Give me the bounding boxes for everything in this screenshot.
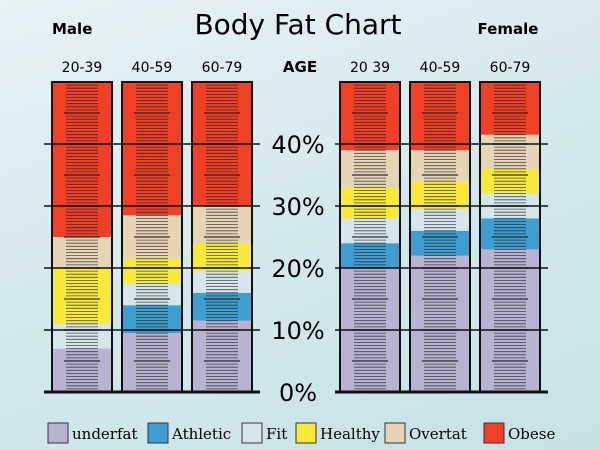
age-header: AGE xyxy=(283,58,317,76)
bar-male-2 xyxy=(121,81,183,393)
legend-label: Healthy xyxy=(320,425,380,443)
y-tick-labels: 0% 10% 20% 30% 40% xyxy=(271,131,324,407)
legend-item-athletic: Athletic xyxy=(147,422,231,444)
segment-overweight xyxy=(480,134,540,169)
y-tick-label: 20% xyxy=(271,255,324,283)
legend-label: Fit xyxy=(266,425,287,443)
legend-swatch xyxy=(47,422,69,444)
y-tick-label: 40% xyxy=(271,131,324,159)
bar-female-3 xyxy=(479,81,541,393)
chart-title: Body Fat Chart xyxy=(194,8,401,41)
legend-item-underfat: underfat xyxy=(47,422,138,444)
bars-layer xyxy=(51,81,541,393)
age-label: 20-39 xyxy=(62,60,103,76)
bar-hash-marks xyxy=(492,84,528,390)
legend-item-obese: Obese xyxy=(483,422,555,444)
segment-healthy xyxy=(192,243,252,272)
segment-obese xyxy=(122,82,182,216)
age-label: 60-79 xyxy=(490,60,531,76)
bar-hash-marks xyxy=(352,84,388,390)
grid-layer xyxy=(44,143,548,394)
y-tick-label: 10% xyxy=(271,317,324,345)
bar-male-3 xyxy=(191,81,253,393)
legend-label: Athletic xyxy=(171,425,231,443)
segment-fit xyxy=(192,271,252,293)
text-layer: Body Fat Chart Male Female AGE xyxy=(52,8,538,76)
segment-underfat xyxy=(122,333,182,392)
bar-female-1 xyxy=(339,81,401,393)
age-labels: 20-39 40-59 60-79 20 39 40-59 60-79 xyxy=(62,60,531,76)
segment-athletic xyxy=(122,305,182,334)
legend-swatch xyxy=(147,422,169,444)
legend-label: underfat xyxy=(72,425,138,443)
group-label-male: Male xyxy=(52,20,92,38)
legend-swatch xyxy=(384,422,406,444)
segment-athletic xyxy=(192,292,252,321)
age-label: 60-79 xyxy=(202,60,243,76)
legend-swatch xyxy=(295,422,317,444)
legend-label: Overtat xyxy=(409,425,467,443)
segment-obese xyxy=(480,82,540,135)
bar-male-1 xyxy=(51,81,113,393)
legend-item-fit: Fit xyxy=(241,422,287,444)
segment-underfat xyxy=(192,320,252,392)
legend-item-overweight: Overtat xyxy=(384,422,467,444)
y-tick-label: 30% xyxy=(271,193,324,221)
legend: underfat Athletic Fit Healthy Overtat Obese xyxy=(47,422,555,444)
legend-item-healthy: Healthy xyxy=(295,422,380,444)
segment-healthy xyxy=(410,181,470,210)
legend-swatch xyxy=(483,422,505,444)
legend-swatch xyxy=(241,422,263,444)
age-label: 40-59 xyxy=(132,60,173,76)
bar-female-2 xyxy=(409,81,471,393)
age-label: 20 39 xyxy=(350,60,390,76)
legend-label: Obese xyxy=(508,425,555,443)
age-label: 40-59 xyxy=(420,60,461,76)
segment-fit xyxy=(410,209,470,231)
y-tick-label: 0% xyxy=(279,379,317,407)
group-label-female: Female xyxy=(478,20,539,38)
